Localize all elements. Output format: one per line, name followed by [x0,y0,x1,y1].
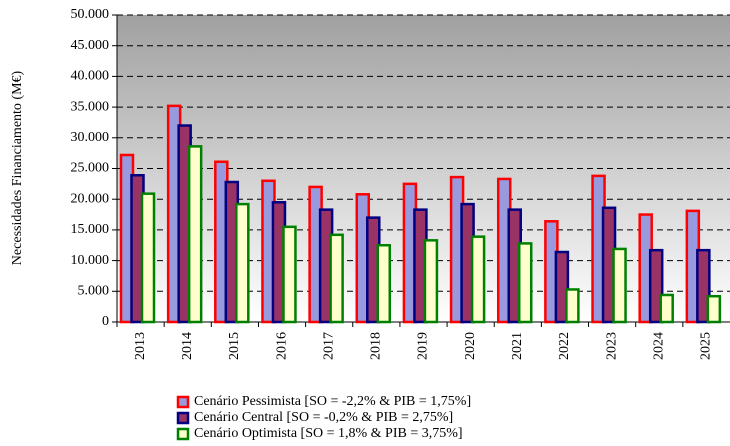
y-tick-label: 10.000 [71,253,110,268]
y-tick-label: 30.000 [71,130,110,145]
y-tick-label: 25.000 [71,161,110,176]
x-tick-label: 2016 [274,332,289,360]
legend-label: Cenário Pessimista [SO = -2,2% & PIB = 1… [194,394,471,409]
legend-label: Cenário Optimista [SO = 1,8% & PIB = 3,7… [194,426,463,441]
bar [648,248,664,324]
bar [554,250,570,324]
legend-marker [176,411,190,425]
y-tick-label: 20.000 [71,191,110,206]
bar [423,239,439,324]
legend-label: Cenário Central [SO = -0,2% & PIB = 2,75… [194,410,453,425]
x-tick-label: 2018 [369,332,384,360]
y-tick-label: 50.000 [71,7,110,22]
legend-marker [176,427,190,441]
x-tick-label: 2022 [557,332,572,360]
y-tick-label: 15.000 [71,222,110,237]
y-axis-label: Necessidades Financiamento (M€) [10,70,25,265]
x-tick-label: 2021 [510,332,525,360]
y-tick-label: 35.000 [71,99,110,114]
y-tick-label: 5.000 [78,284,110,299]
bar [696,248,711,324]
bar [376,244,392,324]
x-tick-label: 2017 [321,332,336,360]
bar [470,235,486,324]
y-tick-label: 45.000 [71,38,110,53]
bar [612,247,627,324]
x-tick-label: 2020 [463,332,478,360]
bar [282,225,297,324]
y-tick-label: 40.000 [71,69,110,84]
y-tick-label: 0 [102,314,109,329]
x-tick-label: 2013 [133,332,148,360]
bar [187,145,203,324]
x-tick-label: 2019 [416,332,431,360]
bar [565,288,580,324]
bar [329,233,344,324]
bar [706,294,722,324]
x-tick-label: 2025 [699,332,714,360]
x-tick-label: 2024 [651,332,666,360]
bar [235,202,250,324]
x-tick-label: 2023 [604,332,619,360]
bar [140,192,156,324]
bar [517,242,533,324]
legend-marker [176,395,190,409]
bar [659,293,674,324]
x-tick-label: 2014 [180,332,195,360]
x-tick-label: 2015 [227,332,242,360]
